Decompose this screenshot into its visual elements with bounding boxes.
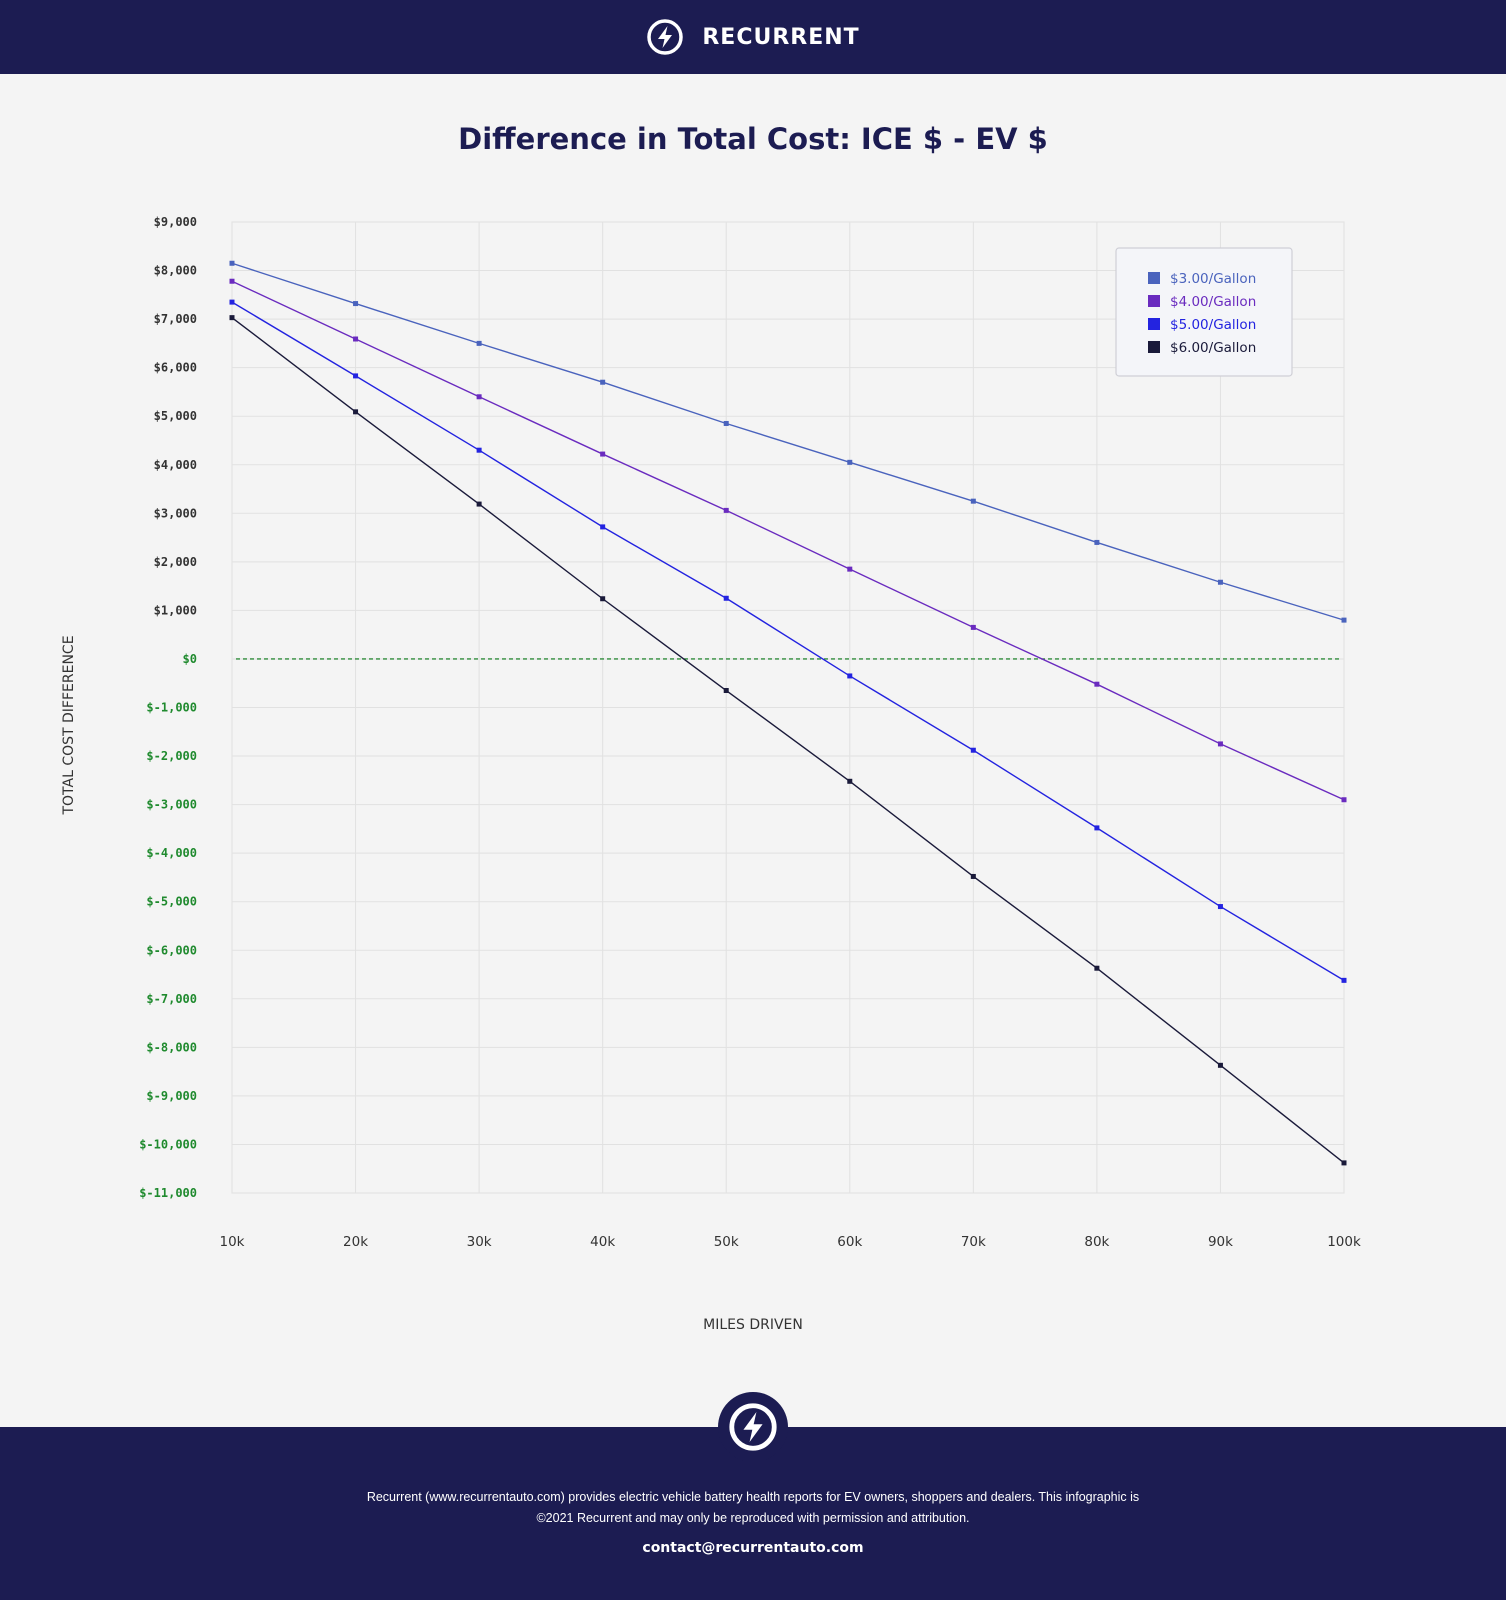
y-tick-label: $9,000 bbox=[154, 215, 197, 229]
bolt-circle-icon bbox=[729, 1403, 777, 1451]
x-tick-label: 40k bbox=[590, 1234, 615, 1250]
data-point bbox=[476, 501, 482, 507]
legend-box bbox=[1115, 247, 1293, 377]
y-tick-label: $4,000 bbox=[154, 458, 197, 472]
y-tick-label: $6,000 bbox=[154, 361, 197, 375]
data-point bbox=[1094, 681, 1100, 687]
y-tick-label: $-3,000 bbox=[146, 798, 197, 812]
data-point bbox=[1094, 965, 1100, 971]
footer-line-2: ©2021 Recurrent and may only be reproduc… bbox=[536, 1511, 970, 1525]
series-line bbox=[231, 262, 1345, 621]
x-tick-label: 10k bbox=[220, 1234, 245, 1250]
data-point bbox=[723, 688, 729, 694]
x-tick-label: 70k bbox=[961, 1234, 986, 1250]
data-point bbox=[353, 336, 359, 342]
data-point bbox=[1341, 977, 1347, 983]
data-point bbox=[600, 524, 606, 530]
data-point bbox=[353, 301, 359, 307]
y-tick-label: $7,000 bbox=[154, 312, 197, 326]
data-point bbox=[1217, 579, 1223, 585]
data-point bbox=[476, 447, 482, 453]
series-line bbox=[231, 317, 1345, 1164]
y-tick-label: $-11,000 bbox=[139, 1186, 197, 1200]
x-tick-label: 20k bbox=[343, 1234, 368, 1250]
data-point bbox=[1217, 741, 1223, 747]
data-point bbox=[723, 507, 729, 513]
data-point bbox=[353, 373, 359, 379]
data-point bbox=[847, 673, 853, 679]
data-point bbox=[847, 566, 853, 572]
y-tick-label: $-6,000 bbox=[146, 943, 197, 957]
y-tick-label: $-2,000 bbox=[146, 749, 197, 763]
data-point bbox=[600, 379, 606, 385]
y-tick-label: $5,000 bbox=[154, 409, 197, 423]
footer-disclaimer: Recurrent (www.recurrentauto.com) provid… bbox=[253, 1487, 1253, 1529]
legend-swatch bbox=[1148, 272, 1160, 284]
x-tick-label: 60k bbox=[837, 1234, 862, 1250]
data-point bbox=[970, 873, 976, 879]
x-tick-label: 100k bbox=[1327, 1234, 1361, 1250]
y-tick-label: $8,000 bbox=[154, 264, 197, 278]
x-tick-label: 90k bbox=[1208, 1234, 1233, 1250]
brand-name: RECURRENT bbox=[702, 24, 860, 50]
data-point bbox=[600, 451, 606, 457]
x-axis-label: MILES DRIVEN bbox=[703, 1317, 803, 1333]
brand: RECURRENT bbox=[646, 18, 859, 56]
data-point bbox=[229, 260, 235, 266]
x-tick-label: 80k bbox=[1084, 1234, 1109, 1250]
data-point bbox=[229, 278, 235, 284]
data-point bbox=[476, 340, 482, 346]
x-tick-label: 50k bbox=[714, 1234, 739, 1250]
data-point bbox=[1217, 1062, 1223, 1068]
data-point bbox=[229, 315, 235, 321]
line-chart: $9,000 $8,000 $7,000 $6,000 $5,000 $4,000 $3,0… bbox=[61, 215, 1361, 1333]
y-tick-label: $-10,000 bbox=[139, 1137, 197, 1151]
legend-label: $3.00/Gallon bbox=[1170, 271, 1256, 287]
legend-label: $4.00/Gallon bbox=[1170, 294, 1256, 310]
data-point bbox=[353, 409, 359, 415]
legend-label: $6.00/Gallon bbox=[1170, 340, 1256, 356]
y-tick-label: $-1,000 bbox=[146, 701, 197, 715]
footer-logo bbox=[718, 1392, 788, 1462]
x-tick-label: 30k bbox=[467, 1234, 492, 1250]
data-point bbox=[600, 596, 606, 602]
data-point bbox=[229, 299, 235, 305]
y-tick-label: $1,000 bbox=[154, 603, 197, 617]
y-tick-label: $-9,000 bbox=[146, 1089, 197, 1103]
y-tick-label: $-8,000 bbox=[146, 1040, 197, 1054]
data-point bbox=[847, 778, 853, 784]
legend-swatch bbox=[1148, 318, 1160, 330]
data-point bbox=[1341, 1160, 1347, 1166]
data-point bbox=[476, 394, 482, 400]
y-tick-label: $3,000 bbox=[154, 506, 197, 520]
data-point bbox=[1341, 797, 1347, 803]
legend-swatch bbox=[1148, 341, 1160, 353]
y-tick-label: $2,000 bbox=[154, 555, 197, 569]
chart-title: Difference in Total Cost: ICE $ - EV $ bbox=[458, 122, 1048, 156]
data-point bbox=[970, 747, 976, 753]
data-point bbox=[723, 420, 729, 426]
data-point bbox=[1094, 539, 1100, 545]
bolt-circle-icon bbox=[647, 19, 684, 55]
y-tick-label: $0 bbox=[183, 652, 197, 666]
footer-contact[interactable]: contact@recurrentauto.com bbox=[642, 1540, 864, 1556]
data-point bbox=[723, 595, 729, 601]
y-tick-label: $-7,000 bbox=[146, 992, 197, 1006]
y-axis-label: TOTAL COST DIFFERENCE bbox=[61, 635, 77, 815]
data-point bbox=[970, 624, 976, 630]
data-point bbox=[1217, 904, 1223, 910]
data-point bbox=[847, 459, 853, 465]
data-point bbox=[970, 498, 976, 504]
legend-label: $5.00/Gallon bbox=[1170, 317, 1256, 333]
header-bar: RECURRENT bbox=[0, 0, 1506, 74]
y-tick-label: $-4,000 bbox=[146, 846, 197, 860]
footer-line-1: Recurrent (www.recurrentauto.com) provid… bbox=[366, 1490, 1140, 1504]
data-point bbox=[1341, 617, 1347, 623]
series-line bbox=[231, 301, 1345, 981]
series-line bbox=[231, 280, 1345, 801]
legend-swatch bbox=[1148, 295, 1160, 307]
y-tick-label: $-5,000 bbox=[146, 895, 197, 909]
data-point bbox=[1094, 825, 1100, 831]
